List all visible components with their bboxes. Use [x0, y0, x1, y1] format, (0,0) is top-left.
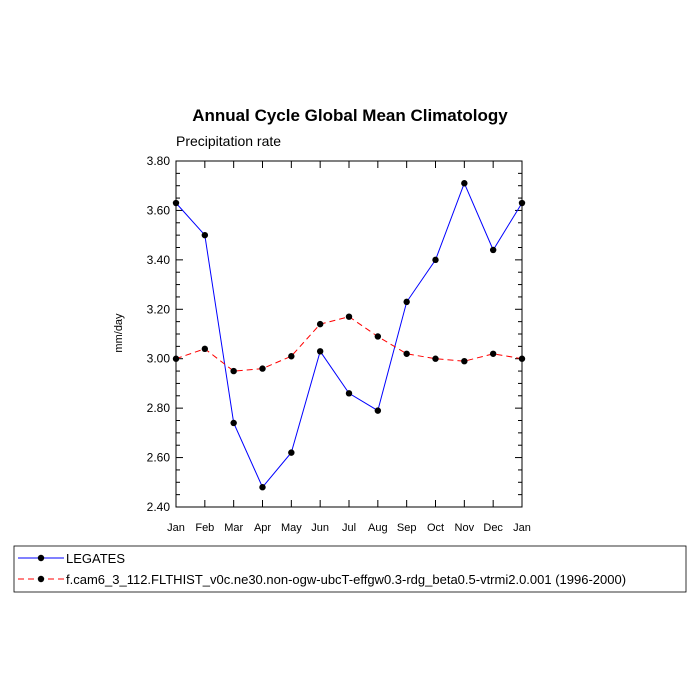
y-tick-label: 2.60 [147, 451, 171, 465]
y-tick-label: 2.80 [147, 401, 171, 415]
series-1-point [432, 355, 439, 362]
series-1-point [259, 365, 266, 372]
series-layer [172, 180, 526, 491]
series-0-point [288, 449, 295, 456]
series-0-point [432, 256, 439, 264]
legend-marker-model [37, 575, 45, 583]
x-tick-label: Apr [254, 522, 271, 534]
series-1-point [345, 313, 353, 320]
legend: LEGATES f.cam6_3_112.FLTHIST_v0c.ne30.no… [13, 545, 687, 593]
x-tick-label: Oct [427, 522, 444, 534]
x-tick-label: Jun [311, 522, 329, 534]
series-0-point [403, 298, 410, 306]
x-tick-label: May [281, 522, 302, 534]
y-axis-label: mm/day [113, 313, 125, 353]
series-1-point [374, 333, 382, 340]
series-0-point [201, 231, 209, 239]
chart-subtitle: Precipitation rate [176, 133, 281, 149]
x-tick-label: Jan [167, 522, 185, 534]
y-tick-label: 3.20 [147, 302, 171, 316]
series-1-point [201, 345, 209, 353]
series-0-point [316, 348, 324, 355]
x-tick-label: Dec [483, 522, 503, 534]
legend-label-legates: LEGATES [66, 551, 125, 566]
series-1-point [288, 353, 295, 360]
series-1-point [489, 350, 497, 357]
series-1-point [461, 357, 468, 365]
y-tick-label: 3.00 [147, 352, 171, 366]
y-tick-label: 3.80 [147, 154, 171, 168]
y-tick-label: 2.40 [147, 500, 171, 514]
series-0-point [374, 407, 382, 414]
series-line-0 [175, 181, 523, 489]
x-tick-label: Aug [368, 522, 388, 534]
x-tick-label: Feb [195, 522, 214, 534]
x-tick-label: Mar [224, 522, 243, 534]
legend-label-model: f.cam6_3_112.FLTHIST_v0c.ne30.non-ogw-ub… [66, 572, 626, 587]
series-0-point [230, 419, 237, 427]
series-1-point [316, 320, 324, 328]
series-1-point [403, 350, 410, 357]
x-tick-label: Sep [397, 522, 417, 534]
plot-frame [175, 160, 523, 508]
series-0-point [489, 246, 497, 254]
x-tick-label: Nov [455, 522, 475, 534]
series-0-point [345, 390, 353, 397]
axis-ticks: 2.40 2.60 2.80 3.00 3.20 3.40 3.60 3.80 Jan Feb Ma… [147, 154, 531, 534]
y-tick-label: 3.60 [147, 203, 171, 217]
legend-box [13, 545, 687, 593]
x-tick-label: Jul [342, 522, 356, 534]
series-1-point [230, 367, 237, 375]
chart-title: Annual Cycle Global Mean Climatology [192, 106, 508, 125]
series-line-1 [175, 316, 523, 372]
series-0-point [461, 180, 468, 187]
series-0-point [259, 484, 266, 491]
legend-marker-legates [37, 554, 45, 562]
y-tick-label: 3.40 [147, 253, 171, 267]
x-tick-label: Jan [513, 522, 531, 534]
